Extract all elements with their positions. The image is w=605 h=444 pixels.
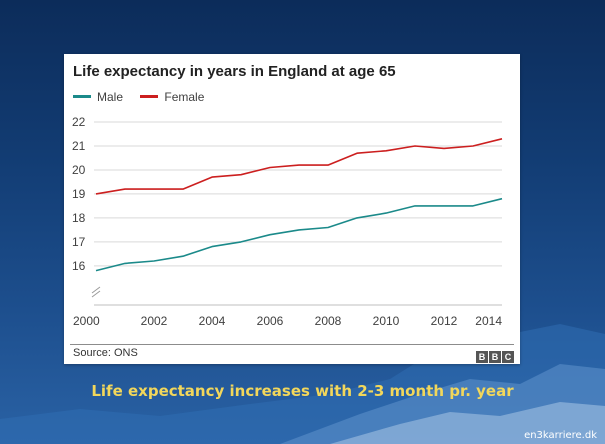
legend-swatch-female (140, 95, 159, 99)
bbc-logo-letter: B (476, 351, 488, 363)
x-tick-label: 2014 (475, 314, 502, 328)
x-tick-label: 2012 (431, 314, 458, 328)
slide-caption: Life expectancy increases with 2-3 month… (91, 382, 514, 400)
legend-swatch-male (73, 95, 91, 99)
series-line-male (95, 197, 503, 272)
bbc-logo-letter: C (502, 351, 514, 363)
legend-item-male: Male (73, 90, 123, 104)
legend-item-female: Female (140, 90, 204, 104)
source-label: Source: ONS (73, 347, 138, 359)
chart-card: Life expectancy in years in England at a… (64, 54, 520, 364)
line-chart: 16 17 18 19 20 21 22 2000 2002 2004 2006 2008 2010 20… (72, 115, 503, 328)
x-tick-label: 2002 (141, 314, 168, 328)
y-tick-label: 20 (72, 163, 86, 177)
chart-title: Life expectancy in years in England at a… (73, 63, 396, 80)
axis-break-mark (91, 286, 101, 294)
y-tick-label: 18 (72, 211, 86, 225)
x-tick-label: 2004 (199, 314, 226, 328)
series-line-female (95, 138, 503, 195)
x-tick-label: 2010 (373, 314, 400, 328)
y-tick-label: 17 (72, 235, 86, 249)
site-watermark: en3karriere.dk (524, 430, 597, 441)
y-tick-label: 16 (72, 259, 86, 273)
axis-break-mark (91, 290, 101, 298)
chart-legend: Male Female (73, 90, 218, 104)
y-tick-label: 21 (72, 139, 86, 153)
legend-label-male: Male (97, 90, 124, 104)
x-tick-label: 2008 (315, 314, 342, 328)
legend-label-female: Female (164, 90, 205, 104)
x-tick-label: 2000 (73, 314, 100, 328)
x-tick-label: 2006 (257, 314, 284, 328)
footer-divider (70, 344, 514, 345)
bbc-logo-letter: B (489, 351, 501, 363)
y-tick-label: 19 (72, 187, 86, 201)
y-tick-label: 22 (72, 115, 86, 129)
